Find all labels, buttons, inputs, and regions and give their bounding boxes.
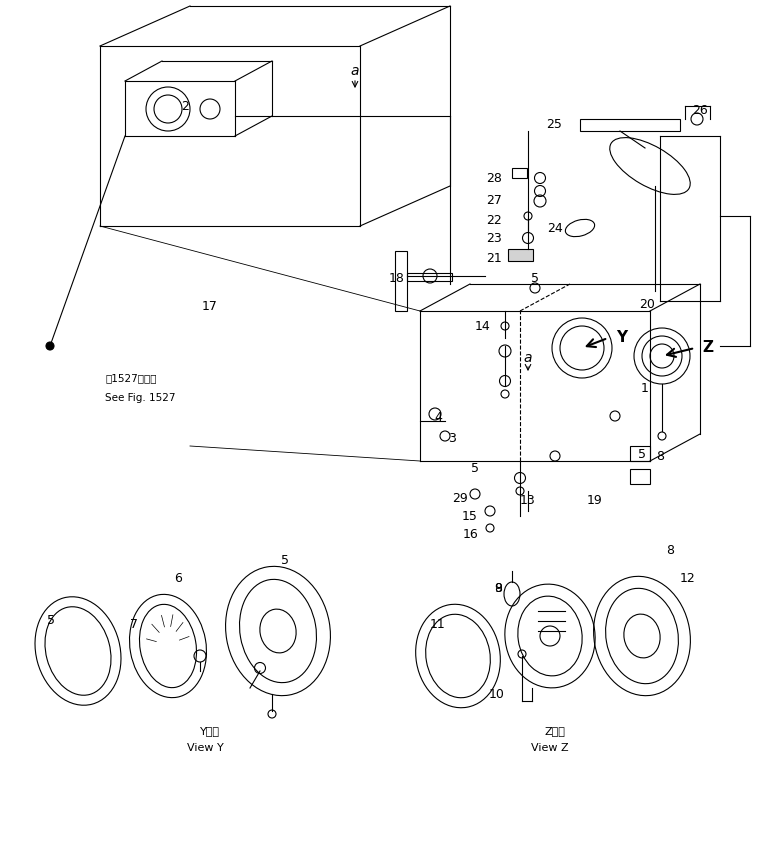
Text: 9: 9 [494, 581, 502, 594]
Text: 8: 8 [656, 449, 664, 462]
Text: a: a [351, 64, 359, 78]
Text: 5: 5 [638, 448, 646, 461]
Text: 8: 8 [494, 581, 502, 594]
Text: 5: 5 [47, 615, 55, 628]
Text: 11: 11 [429, 617, 445, 630]
Text: 2: 2 [181, 100, 189, 113]
Text: 24: 24 [547, 222, 563, 235]
Ellipse shape [46, 342, 54, 350]
Bar [508, 249, 533, 261]
Bar [395, 251, 407, 311]
Text: Z　視: Z 視 [545, 726, 565, 736]
Text: 5: 5 [281, 554, 289, 567]
Text: 23: 23 [486, 231, 502, 244]
Text: Z: Z [703, 340, 713, 356]
Text: 29: 29 [452, 492, 468, 505]
Text: a: a [524, 351, 532, 365]
Bar [630, 469, 650, 484]
Text: 15: 15 [462, 509, 478, 522]
Text: 8: 8 [666, 545, 674, 558]
Text: Y: Y [617, 331, 627, 346]
Text: 17: 17 [202, 300, 218, 313]
Text: View Y: View Y [187, 743, 223, 753]
Text: 21: 21 [486, 251, 502, 264]
Text: Y　視: Y 視 [200, 726, 220, 736]
Bar [580, 119, 680, 131]
Text: See Fig. 1527: See Fig. 1527 [105, 393, 176, 403]
Text: 4: 4 [434, 411, 442, 424]
Text: 27: 27 [486, 195, 502, 208]
Text: 14: 14 [475, 320, 490, 333]
Bar [630, 446, 650, 461]
Text: 22: 22 [486, 215, 502, 228]
Text: 6: 6 [174, 572, 182, 585]
Text: 28: 28 [486, 171, 502, 184]
Text: 1: 1 [641, 382, 649, 395]
Text: 7: 7 [130, 617, 138, 630]
Text: 26: 26 [692, 105, 708, 118]
Text: 25: 25 [546, 118, 562, 131]
Text: 20: 20 [639, 298, 655, 311]
Text: 16: 16 [462, 527, 478, 540]
Text: 5: 5 [471, 462, 479, 475]
Text: 19: 19 [587, 494, 603, 507]
Text: 3: 3 [448, 431, 456, 444]
Text: 5: 5 [531, 272, 539, 285]
Text: 12: 12 [680, 572, 696, 585]
Bar [407, 273, 452, 281]
Bar [512, 168, 527, 178]
Text: 18: 18 [389, 272, 405, 285]
Text: 13: 13 [520, 494, 536, 507]
Text: 第1527図参照: 第1527図参照 [105, 373, 157, 383]
Text: View Z: View Z [531, 743, 569, 753]
Text: 10: 10 [489, 688, 505, 701]
